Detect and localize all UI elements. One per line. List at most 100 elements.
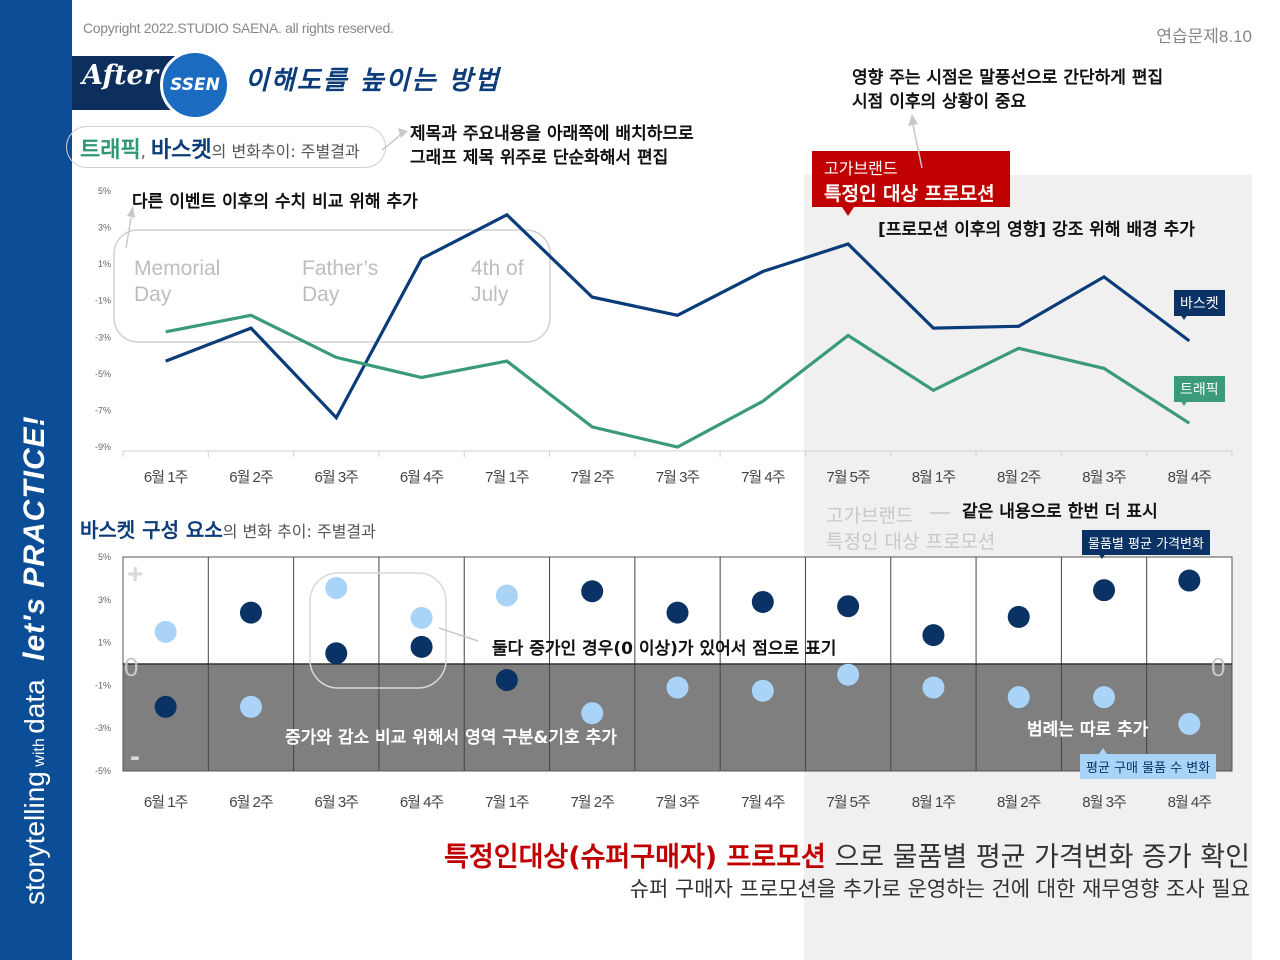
annotation-line: 제목과 주요내용을 아래쪽에 배치하므로	[410, 124, 694, 144]
page-title: 이해도를 높이는 방법	[245, 66, 501, 96]
promotion-callout-pointer	[842, 207, 854, 216]
y-tick-label: -5%	[95, 766, 111, 776]
legend-qty-change: 평균 구매 물품 수 변화	[1080, 754, 1217, 779]
exercise-label: 연습문제8.10	[1156, 27, 1252, 46]
annotation-legend-note: 범례는 따로 추가	[1027, 720, 1149, 740]
x-tick-label: 8월 3주	[1082, 794, 1126, 811]
x-tick-label: 7월 3주	[656, 794, 700, 811]
title-note-arrow	[381, 132, 403, 151]
x-tick-label: 7월 5주	[826, 469, 870, 486]
y-tick-label: 5%	[98, 186, 111, 196]
x-tick-label: 7월 1주	[485, 469, 529, 486]
x-tick-label: 7월 3주	[656, 469, 700, 486]
ssen-label: SSEN	[170, 75, 220, 95]
zero-label: 0	[1211, 652, 1225, 682]
chart1-axes: 5% 3% 1% -1% -3% -5% -7% -9% 6월 1주 6월 2주 6월 3주 6월 4…	[95, 186, 1233, 486]
legend-basket-pointer	[1180, 314, 1188, 320]
traffic-line	[165, 313, 1191, 449]
x-tick-label: 6월 4주	[400, 469, 444, 486]
y-tick-label: 3%	[98, 595, 111, 605]
qty-change-dot	[154, 620, 177, 643]
price-change-dot	[581, 580, 604, 603]
x-tick-label: 7월 5주	[826, 794, 870, 811]
chart1-title-basket: 바스켓	[150, 138, 212, 163]
qty-change-dot	[1178, 712, 1201, 735]
plus-symbol: +	[127, 558, 143, 589]
chart1-title-traffic: 트래픽	[80, 138, 141, 163]
sidebar: storytelling with data let's PRACTICE!	[0, 0, 72, 960]
promotion-ghost-label: 고가브랜드 특정인 대상 프로모션	[826, 503, 995, 555]
price-change-dot	[325, 642, 348, 665]
promotion-callout: 고가브랜드 특정인 대상 프로모션	[812, 151, 1010, 207]
x-tick-label: 8월 4주	[1168, 469, 1212, 486]
y-tick-label: -3%	[95, 332, 111, 342]
zero-label: 0	[124, 652, 138, 682]
event-note-arrow	[125, 217, 132, 249]
x-tick-label: 6월 4주	[400, 794, 444, 811]
qty-change-dot	[581, 702, 604, 725]
y-tick-label: -1%	[95, 680, 111, 690]
arrow-head-icon	[908, 114, 918, 126]
price-change-dot	[751, 590, 774, 613]
annotation-dot-note: 둘다 증가인 경우(0 이상)가 있어서 점으로 표기	[492, 639, 837, 659]
qty-change-dot	[495, 584, 518, 607]
promotion-ghost-line1: 고가브랜드	[826, 505, 914, 527]
price-change-dot	[1093, 579, 1116, 602]
price-change-dot	[1178, 569, 1201, 592]
chart2-title: 바스켓 구성 요소의 변화 추이: 주별결과	[80, 514, 376, 543]
x-tick-label: 6월 2주	[229, 469, 273, 486]
ssen-badge: SSEN	[160, 50, 230, 120]
x-tick-label: 7월 4주	[741, 469, 785, 486]
event-label: Memorial	[134, 257, 220, 280]
annotation-line: 영향 주는 시점은 말풍선으로 간단하게 편집	[852, 68, 1164, 88]
price-change-dot	[495, 669, 518, 692]
annotation-event-note: 다른 이벤트 이후의 수치 비교 위해 추가	[132, 192, 418, 212]
qty-change-dot	[666, 676, 689, 699]
legend-price-change: 물품별 평균 가격변화	[1082, 530, 1210, 555]
annotation-area-note: 증가와 감소 비교 위해서 영역 구분&기호 추가	[285, 728, 617, 748]
price-change-dot	[837, 595, 860, 618]
qty-change-dot	[1007, 686, 1030, 709]
promotion-callout-line2: 특정인 대상 프로모션	[824, 183, 995, 205]
price-change-dot	[239, 601, 262, 624]
dot-note-arrow	[438, 627, 479, 642]
x-tick-label: 8월 2주	[997, 794, 1041, 811]
price-change-dot	[666, 601, 689, 624]
x-tick-label: 7월 4주	[741, 794, 785, 811]
y-tick-label: 3%	[98, 223, 111, 233]
annotation-line: 시점 이후의 상황이 중요	[852, 92, 1027, 112]
chart2-dots	[154, 569, 1201, 735]
arrow-head-icon	[127, 206, 135, 218]
legend-traffic: 트래픽	[1174, 376, 1225, 402]
chart2-title-main: 바스켓 구성 요소	[80, 518, 223, 542]
y-tick-label: -5%	[95, 369, 111, 379]
y-tick-label: 5%	[98, 552, 111, 562]
chart2-title-rest: 의 변화 추이: 주별결과	[222, 522, 376, 541]
dot-chart: 5% 3% 1% -1% -3% -5% 6월 1주 6월 2주 6월 3주 6월 4주 7월 1주…	[95, 512, 1233, 811]
after-label: After	[82, 60, 158, 91]
conclusion-headline: 특정인대상(슈퍼구매자) 프로모션 으로 물품별 평균 가격변화 증가 확인	[444, 835, 1250, 874]
price-change-dot	[1007, 605, 1030, 628]
arrow-head-icon	[398, 128, 408, 138]
x-tick-label: 6월 1주	[144, 469, 188, 486]
x-tick-label: 8월 1주	[912, 794, 956, 811]
x-tick-label: 8월 4주	[1168, 794, 1212, 811]
promotion-ghost-line2: 특정인 대상 프로모션	[826, 531, 996, 553]
chart1-series	[165, 212, 1191, 449]
qty-change-dot	[410, 606, 433, 629]
y-tick-label: -7%	[95, 405, 111, 415]
conclusion-headline-rest: 으로 물품별 평균 가격변화 증가 확인	[825, 842, 1250, 873]
y-tick-label: 1%	[98, 638, 111, 648]
qty-change-dot	[922, 676, 945, 699]
price-change-dot	[154, 695, 177, 718]
annotation-callout-note: 영향 주는 시점은 말풍선으로 간단하게 편집 시점 이후의 상황이 중요	[852, 66, 1163, 114]
annotation-background-note: [프로모션 이후의 영향] 강조 위해 배경 추가	[878, 220, 1195, 240]
x-tick-label: 6월 3주	[315, 469, 359, 486]
price-change-dot	[922, 624, 945, 647]
x-tick-label: 6월 3주	[315, 794, 359, 811]
event-label: Day	[302, 283, 340, 306]
annotation-same-note: 같은 내용으로 한번 더 표시	[962, 502, 1158, 522]
legend-traffic-pointer	[1180, 400, 1188, 406]
price-change-dot	[410, 635, 433, 658]
chart2-background	[122, 556, 1233, 772]
